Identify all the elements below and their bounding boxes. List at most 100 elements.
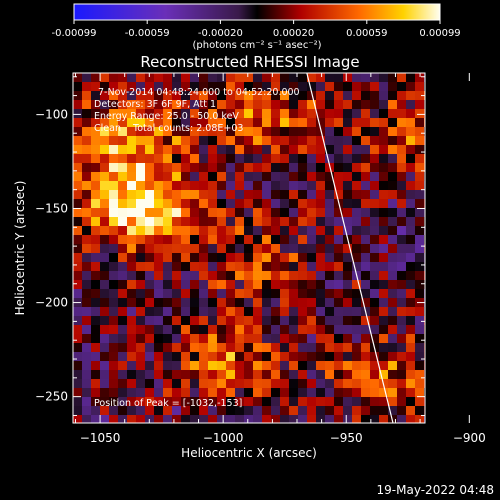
image-pixel <box>217 325 226 334</box>
image-pixel <box>217 307 226 316</box>
image-pixel <box>316 199 325 208</box>
image-pixel <box>289 217 298 226</box>
image-pixel <box>397 73 406 82</box>
image-pixel <box>280 271 289 280</box>
image-pixel <box>397 127 406 136</box>
image-pixel <box>73 163 82 172</box>
image-pixel <box>181 217 190 226</box>
x-axis-label: Heliocentric X (arcsec) <box>181 446 317 460</box>
image-pixel <box>352 415 361 423</box>
image-pixel <box>262 271 271 280</box>
colorbar-tick-label: -0.00020 <box>198 28 243 39</box>
image-pixel <box>271 271 280 280</box>
image-pixel <box>208 172 217 181</box>
image-pixel <box>397 379 406 388</box>
image-pixel <box>82 217 91 226</box>
image-pixel <box>208 352 217 361</box>
image-pixel <box>361 370 370 379</box>
image-pixel <box>370 181 379 190</box>
image-pixel <box>352 316 361 325</box>
image-pixel <box>91 388 100 397</box>
image-pixel <box>298 280 307 289</box>
image-pixel <box>154 172 163 181</box>
image-pixel <box>172 379 181 388</box>
image-pixel <box>352 199 361 208</box>
image-pixel <box>73 190 82 199</box>
image-pixel <box>163 154 172 163</box>
image-pixel <box>154 118 163 127</box>
image-pixel <box>181 154 190 163</box>
y-tick-label: −250 <box>35 390 68 404</box>
image-pixel <box>127 379 136 388</box>
image-pixel <box>163 415 172 423</box>
image-pixel <box>217 172 226 181</box>
image-pixel <box>397 208 406 217</box>
image-pixel <box>163 127 172 136</box>
image-pixel <box>145 361 154 370</box>
image-pixel <box>415 73 424 82</box>
image-pixel <box>289 397 298 406</box>
image-pixel <box>118 307 127 316</box>
image-pixel <box>289 253 298 262</box>
image-pixel <box>271 145 280 154</box>
image-pixel <box>145 163 154 172</box>
image-pixel <box>226 244 235 253</box>
image-pixel <box>217 217 226 226</box>
image-pixel <box>208 226 217 235</box>
image-pixel <box>199 235 208 244</box>
image-pixel <box>406 298 415 307</box>
image-pixel <box>199 163 208 172</box>
image-pixel <box>370 82 379 91</box>
image-pixel <box>406 325 415 334</box>
image-pixel <box>118 370 127 379</box>
image-pixel <box>316 145 325 154</box>
image-pixel <box>298 208 307 217</box>
image-pixel <box>217 406 226 415</box>
image-pixel <box>73 217 82 226</box>
y-tick-label: −150 <box>35 201 68 215</box>
image-pixel <box>190 343 199 352</box>
image-pixel <box>262 280 271 289</box>
image-pixel <box>181 370 190 379</box>
image-pixel <box>352 217 361 226</box>
image-pixel <box>298 190 307 199</box>
image-pixel <box>208 415 217 423</box>
image-pixel <box>190 370 199 379</box>
image-pixel <box>73 415 82 423</box>
image-pixel <box>136 226 145 235</box>
image-pixel <box>226 136 235 145</box>
image-pixel <box>208 334 217 343</box>
image-pixel <box>388 217 397 226</box>
image-pixel <box>388 397 397 406</box>
image-pixel <box>253 208 262 217</box>
image-pixel <box>325 82 334 91</box>
image-pixel <box>217 226 226 235</box>
image-pixel <box>235 253 244 262</box>
image-pixel <box>406 406 415 415</box>
image-pixel <box>289 379 298 388</box>
image-pixel <box>190 109 199 118</box>
image-pixel <box>172 136 181 145</box>
image-pixel <box>82 145 91 154</box>
image-pixel <box>244 253 253 262</box>
image-pixel <box>352 82 361 91</box>
image-pixel <box>73 136 82 145</box>
image-pixel <box>145 199 154 208</box>
image-pixel <box>91 199 100 208</box>
image-pixel <box>352 145 361 154</box>
image-pixel <box>235 109 244 118</box>
image-pixel <box>172 388 181 397</box>
image-pixel <box>262 82 271 91</box>
image-pixel <box>352 100 361 109</box>
image-pixel <box>289 343 298 352</box>
image-pixel <box>406 370 415 379</box>
image-pixel <box>136 190 145 199</box>
image-pixel <box>298 73 307 82</box>
image-pixel <box>325 208 334 217</box>
image-pixel <box>289 316 298 325</box>
image-pixel <box>289 145 298 154</box>
image-pixel <box>379 289 388 298</box>
image-pixel <box>334 397 343 406</box>
image-pixel <box>163 118 172 127</box>
annotation-detectors: Detectors: 3F 6F 9F, Att 1 <box>94 99 216 110</box>
